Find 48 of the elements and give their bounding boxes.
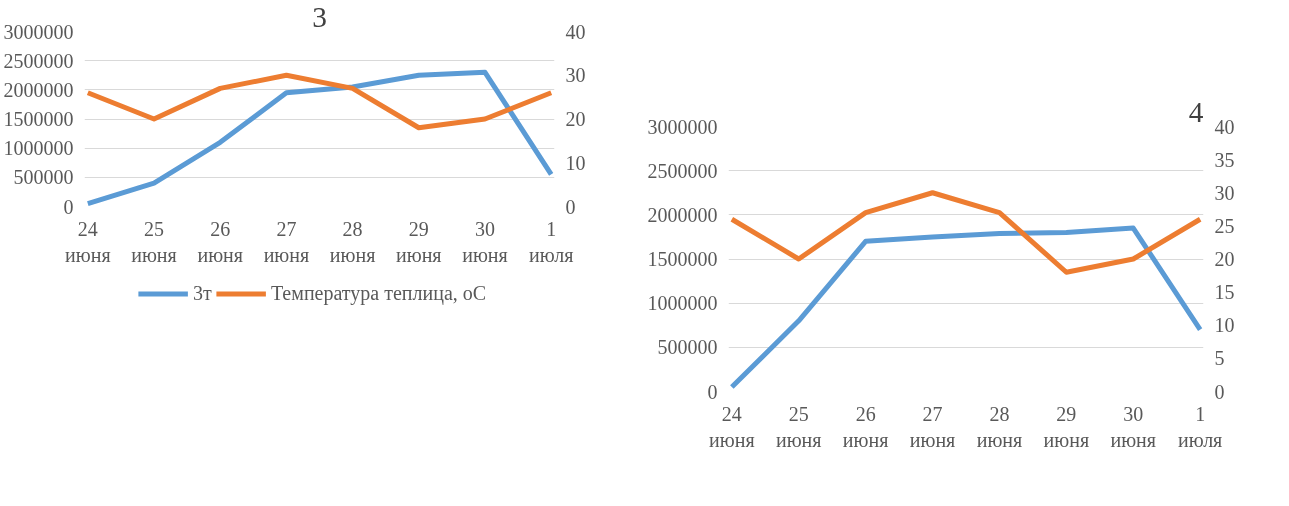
x-tick-label: 24 июня [709, 402, 755, 451]
y2-tick-label: 25 [1214, 214, 1235, 237]
legend-label: 3т [192, 281, 213, 305]
x-tick-label: 30 июня [462, 217, 508, 266]
y-tick-label: 1500000 [647, 248, 718, 270]
y-tick-label: 0 [707, 380, 718, 403]
legend-label: Температура теплица, оС [270, 281, 487, 305]
y-tick-label: 1000000 [3, 137, 74, 160]
y2-tick-label: 40 [565, 20, 586, 43]
y-tick-label: 0 [63, 195, 74, 218]
x-tick-label: 1 июля [1177, 402, 1223, 451]
chart-title: 3 [312, 0, 327, 33]
y2-tick-label: 15 [1214, 281, 1235, 304]
x-tick-label: 30 июня [1110, 402, 1157, 451]
y2-tick-label: 20 [1214, 248, 1235, 270]
y-tick-label: 2000000 [647, 203, 718, 226]
y-tick-label: 2500000 [3, 49, 74, 72]
chart-title: 4 [1188, 95, 1204, 128]
y2-tick-label: 0 [565, 195, 576, 218]
y-tick-label: 500000 [13, 166, 74, 189]
y2-tick-label: 35 [1214, 148, 1235, 171]
x-tick-label: 25 июня [131, 217, 177, 266]
y2-tick-label: 5 [1214, 347, 1225, 370]
x-tick-label: 27 июня [263, 217, 310, 266]
x-tick-label: 1 июля [529, 217, 574, 266]
x-tick-label: 28 июня [329, 217, 376, 266]
y-tick-label: 2500000 [647, 159, 718, 182]
y-tick-label: 1500000 [3, 108, 74, 130]
y-tick-label: 3000000 [647, 115, 718, 138]
y2-tick-label: 30 [1214, 181, 1235, 204]
y-tick-label: 2000000 [3, 78, 74, 101]
x-tick-label: 29 июня [1043, 402, 1090, 451]
x-tick-label: 24 июня [65, 217, 111, 266]
y2-tick-label: 30 [565, 64, 586, 87]
x-tick-label: 29 июня [396, 217, 442, 266]
y-tick-label: 1000000 [647, 292, 718, 315]
x-tick-label: 26 июня [197, 217, 243, 266]
x-tick-label: 28 июня [976, 402, 1023, 451]
y2-tick-label: 0 [1214, 380, 1225, 403]
x-tick-label: 27 июня [909, 402, 956, 451]
y2-tick-label: 20 [565, 108, 586, 130]
y-tick-label: 500000 [657, 336, 718, 359]
y2-tick-label: 10 [1214, 314, 1235, 337]
x-tick-label: 26 июня [842, 402, 889, 451]
y2-tick-label: 10 [565, 151, 586, 174]
y-tick-label: 3000000 [3, 20, 74, 43]
y2-tick-label: 40 [1214, 115, 1235, 138]
x-tick-label: 25 июня [775, 402, 822, 451]
